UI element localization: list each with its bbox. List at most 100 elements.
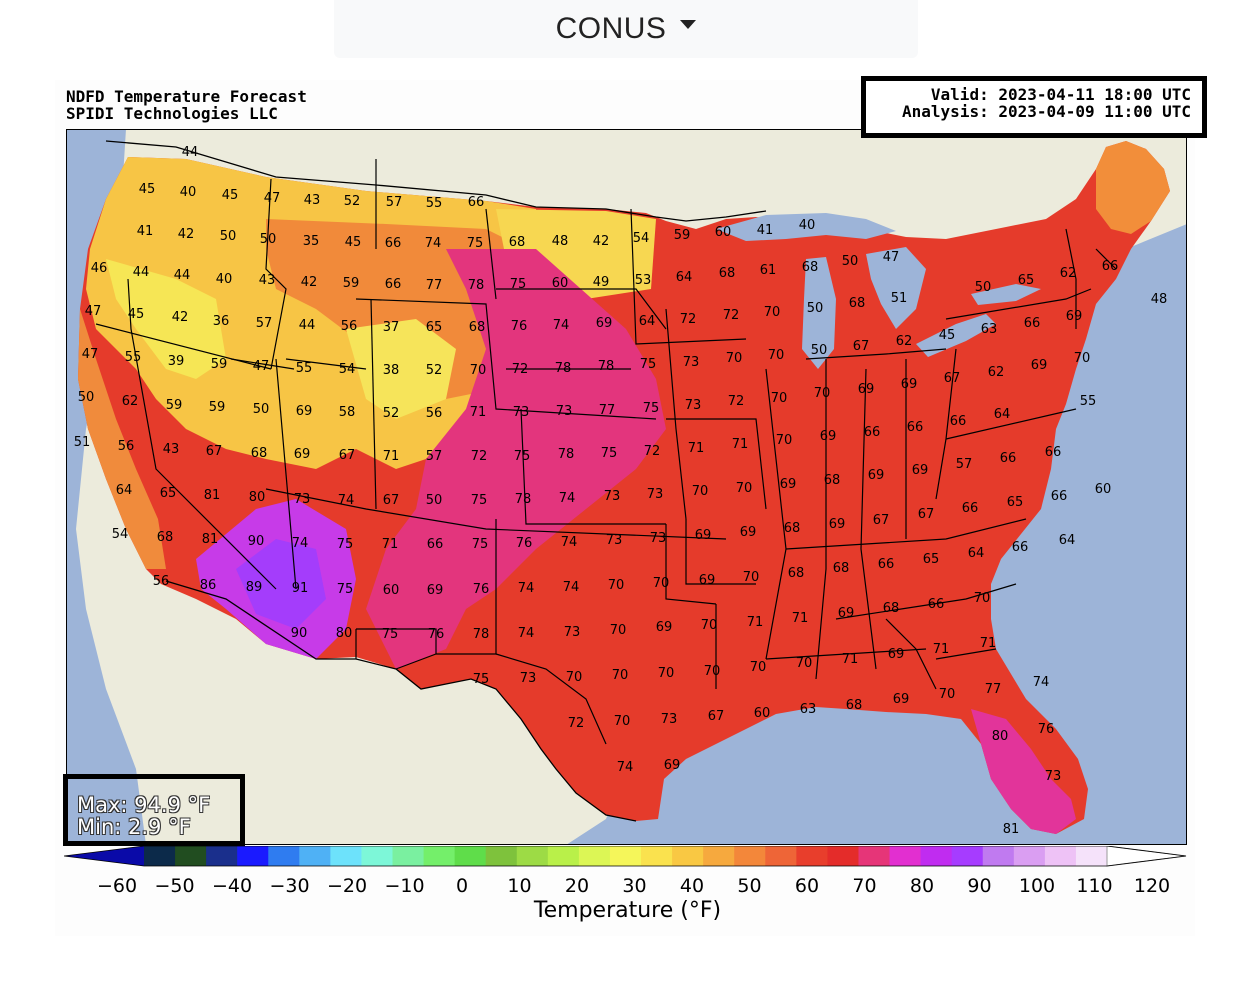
- temp-label: 71: [382, 537, 399, 552]
- florida-hot: [971, 709, 1076, 834]
- temp-label: 72: [680, 312, 697, 327]
- temp-label: 86: [200, 578, 217, 593]
- temp-label: 64: [116, 483, 133, 498]
- colorbar-cell: [609, 846, 642, 866]
- temp-label: 69: [888, 647, 905, 662]
- temp-label: 76: [473, 582, 490, 597]
- lake-superior: [716, 213, 896, 241]
- temp-label: 53: [635, 273, 652, 288]
- colorbar-cell: [547, 846, 580, 866]
- temp-label: 60: [754, 706, 771, 721]
- temp-label: 73: [513, 405, 530, 420]
- region-selector-label: CONUS: [555, 12, 667, 45]
- region-selector[interactable]: CONUS: [334, 0, 918, 58]
- figure-title: NDFD Temperature Forecast SPIDI Technolo…: [66, 88, 307, 122]
- temp-label: 56: [426, 406, 443, 421]
- temp-label: 59: [674, 228, 691, 243]
- temp-label: 90: [291, 626, 308, 641]
- colorbar-cell: [889, 846, 922, 866]
- temp-label: 50: [253, 402, 270, 417]
- temp-label: 78: [558, 447, 575, 462]
- temp-label: 71: [383, 449, 400, 464]
- temp-label: 68: [833, 561, 850, 576]
- temp-label: 66: [385, 236, 402, 251]
- temp-label: 73: [564, 625, 581, 640]
- colorbar-cell: [734, 846, 766, 866]
- temp-label: 75: [467, 236, 484, 251]
- temp-label: 73: [556, 404, 573, 419]
- temp-label: 74: [559, 491, 576, 506]
- colorbar-tick-label: 80: [910, 875, 934, 896]
- colorbar-label: Temperature (°F): [533, 898, 722, 923]
- temp-label: 66: [385, 277, 402, 292]
- temp-label: 62: [122, 394, 139, 409]
- stats-box: Max: 94.9 °F Min: 2.9 °F: [63, 774, 245, 846]
- temp-label: 67: [383, 493, 400, 508]
- temp-label: 50: [78, 390, 95, 405]
- temp-label: 70: [692, 484, 709, 499]
- temp-label: 75: [337, 537, 354, 552]
- temp-label: 74: [518, 581, 535, 596]
- temp-label: 73: [650, 531, 667, 546]
- temp-label: 55: [296, 361, 313, 376]
- colorbar-cell: [361, 846, 394, 866]
- temp-label: 48: [1151, 292, 1168, 307]
- colorbar-tick-label: 90: [967, 875, 991, 896]
- temp-label: 43: [259, 273, 276, 288]
- temp-label: 66: [1051, 489, 1068, 504]
- temp-label: 90: [248, 534, 265, 549]
- state-borders: [95, 159, 1117, 745]
- temp-label: 70: [612, 668, 629, 683]
- temp-label: 43: [163, 442, 180, 457]
- temp-label: 70: [814, 386, 831, 401]
- colorbar-cell: [144, 846, 176, 866]
- temp-label: 66: [468, 195, 485, 210]
- temp-label: 42: [172, 310, 189, 325]
- temp-label: 69: [838, 606, 855, 621]
- colorbar-tick-label: −50: [154, 875, 194, 896]
- temp-label: 66: [1102, 259, 1119, 274]
- temp-label: 66: [864, 425, 881, 440]
- temp-label: 78: [598, 359, 615, 374]
- temp-label: 45: [139, 182, 156, 197]
- temp-label: 49: [593, 275, 610, 290]
- temp-label: 70: [743, 570, 760, 585]
- temp-label: 69: [820, 429, 837, 444]
- temp-label: 74: [1033, 675, 1050, 690]
- temp-label: 73: [685, 398, 702, 413]
- temp-label: 67: [944, 371, 961, 386]
- temp-label: 47: [82, 347, 99, 362]
- colorbar-tick-label: 60: [795, 875, 819, 896]
- temp-label: 68: [883, 601, 900, 616]
- temp-label: 75: [382, 627, 399, 642]
- temp-label: 81: [1003, 822, 1020, 837]
- temp-label: 69: [740, 525, 757, 540]
- temp-label: 39: [168, 354, 185, 369]
- temp-label: 66: [950, 414, 967, 429]
- temp-label: 70: [1074, 351, 1091, 366]
- temp-label: 62: [1060, 266, 1077, 281]
- temp-label: 69: [868, 468, 885, 483]
- colorbar-cell: [392, 846, 425, 866]
- temp-label: 64: [994, 407, 1011, 422]
- lake-huron: [866, 247, 926, 329]
- temp-label: 41: [757, 223, 774, 238]
- temp-label: 91: [292, 581, 309, 596]
- colorbar-cell: [982, 846, 1015, 866]
- colorbar-tick-label: 30: [622, 875, 646, 896]
- temp-label: 74: [338, 493, 355, 508]
- temp-label: 68: [469, 320, 486, 335]
- temp-label: 68: [157, 530, 174, 545]
- colorbar-cell: [237, 846, 269, 866]
- temp-label: 65: [426, 320, 443, 335]
- colorbar-cell: [454, 846, 487, 866]
- temp-label: 74: [617, 760, 634, 775]
- colorbar-tick-label: 0: [456, 875, 468, 896]
- temp-label: 70: [658, 666, 675, 681]
- colorbar-cell: [858, 846, 891, 866]
- temp-label: 66: [1045, 445, 1062, 460]
- temp-label: 65: [923, 552, 940, 567]
- temp-label: 70: [653, 576, 670, 591]
- temp-label: 56: [153, 574, 170, 589]
- colorbar-tick-label: −10: [384, 875, 424, 896]
